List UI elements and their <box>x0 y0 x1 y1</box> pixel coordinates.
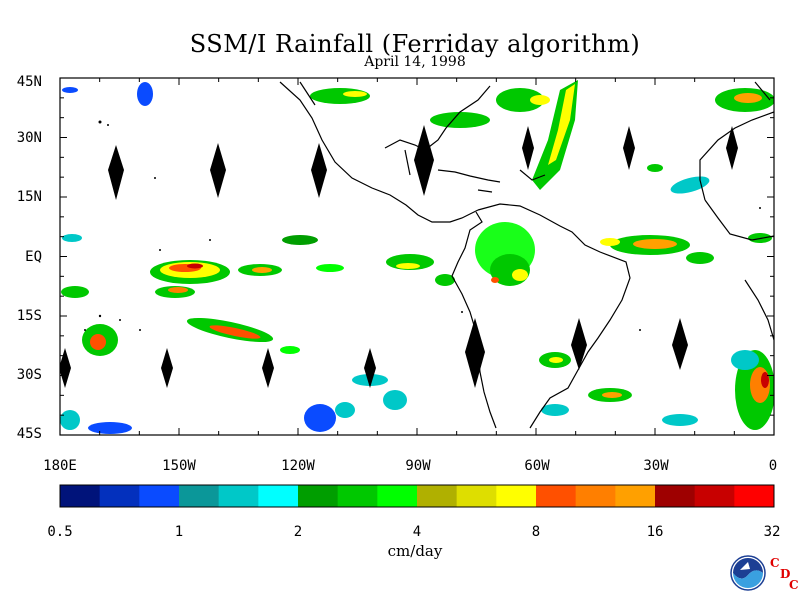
lon-label-120w: 120W <box>281 458 315 474</box>
colorbar-tick-label: 2 <box>293 524 303 540</box>
colorbar-tick-label: 32 <box>763 524 781 540</box>
colorbar-swatch <box>139 485 180 507</box>
lon-label-180e: 180E <box>43 458 77 474</box>
colorbar-swatch <box>218 485 259 507</box>
lon-label-30w: 30W <box>643 458 669 474</box>
colorbar-swatch <box>258 485 299 507</box>
colorbar-tick-label: 16 <box>646 524 664 540</box>
colorbar <box>59 484 775 508</box>
map-title: SSM/I Rainfall (Ferriday algorithm) <box>189 30 641 58</box>
islands <box>84 120 761 331</box>
lat-label-30n: 30N <box>16 130 42 146</box>
lon-label-150w: 150W <box>162 458 196 474</box>
colorbar-swatch <box>536 485 577 507</box>
colorbar-swatch <box>655 485 696 507</box>
map-date: April 14, 1998 <box>364 54 466 70</box>
axis-ticks <box>59 77 775 436</box>
colorbar-swatch <box>417 485 458 507</box>
colorbar-swatch <box>179 485 220 507</box>
cdc-letter-d: D <box>780 567 791 581</box>
lat-label-30s: 30S <box>16 367 42 383</box>
lat-label-15s: 15S <box>16 308 42 324</box>
rainfall-map <box>59 77 775 436</box>
rain-fields <box>60 80 774 434</box>
coastlines <box>279 81 774 429</box>
colorbar-swatch <box>60 485 101 507</box>
noaa-logo <box>730 555 766 591</box>
missing-data-swath-gaps <box>60 125 738 388</box>
colorbar-swatch <box>734 485 775 507</box>
lat-label-45n: 45N <box>16 74 42 90</box>
colorbar-swatch <box>575 485 616 507</box>
colorbar-swatch <box>456 485 497 507</box>
colorbar-swatch <box>615 485 656 507</box>
lon-label-0: 0 <box>768 458 778 474</box>
colorbar-tick-label: 0.5 <box>47 524 73 540</box>
lon-label-60w: 60W <box>524 458 550 474</box>
colorbar-swatch <box>99 485 140 507</box>
lat-label-45s: 45S <box>16 426 42 442</box>
colorbar-tick-label: 4 <box>412 524 422 540</box>
colorbar-swatch <box>496 485 537 507</box>
cdc-letter-c1: C <box>770 556 780 570</box>
colorbar-frame <box>59 484 775 508</box>
colorbar-swatch <box>694 485 735 507</box>
colorbar-units: cm/day <box>387 542 443 560</box>
colorbar-tick-label: 1 <box>174 524 184 540</box>
lon-label-90w: 90W <box>405 458 431 474</box>
colorbar-swatch <box>298 485 339 507</box>
colorbar-swatch <box>337 485 378 507</box>
cdc-letter-c2: C <box>789 578 799 592</box>
lat-label-15n: 15N <box>16 189 42 205</box>
lat-label-eq: EQ <box>25 249 42 265</box>
colorbar-tick-label: 8 <box>531 524 541 540</box>
colorbar-swatch <box>377 485 418 507</box>
